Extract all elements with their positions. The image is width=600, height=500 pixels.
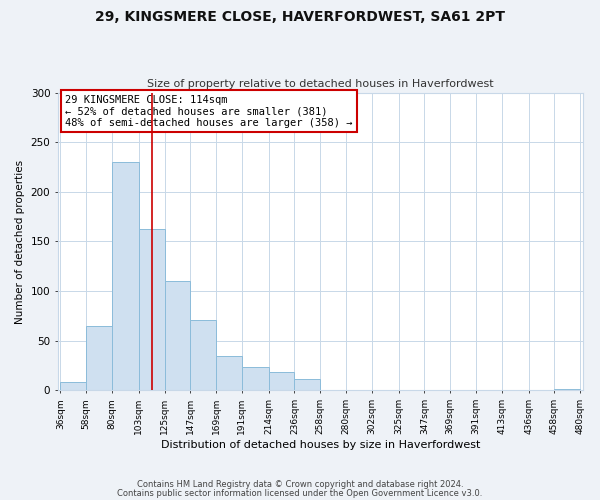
Bar: [164, 281, 190, 390]
Bar: [216, 356, 242, 390]
Bar: [269, 372, 295, 390]
Bar: [60, 382, 86, 390]
Y-axis label: Number of detached properties: Number of detached properties: [15, 160, 25, 324]
Bar: [86, 326, 112, 390]
Text: Contains public sector information licensed under the Open Government Licence v3: Contains public sector information licen…: [118, 489, 482, 498]
Bar: [190, 320, 216, 390]
Bar: [295, 378, 320, 390]
X-axis label: Distribution of detached houses by size in Haverfordwest: Distribution of detached houses by size …: [161, 440, 480, 450]
Text: Contains HM Land Registry data © Crown copyright and database right 2024.: Contains HM Land Registry data © Crown c…: [137, 480, 463, 489]
Bar: [242, 366, 269, 390]
Title: Size of property relative to detached houses in Haverfordwest: Size of property relative to detached ho…: [147, 79, 494, 89]
Text: 29 KINGSMERE CLOSE: 114sqm
← 52% of detached houses are smaller (381)
48% of sem: 29 KINGSMERE CLOSE: 114sqm ← 52% of deta…: [65, 94, 352, 128]
Text: 29, KINGSMERE CLOSE, HAVERFORDWEST, SA61 2PT: 29, KINGSMERE CLOSE, HAVERFORDWEST, SA61…: [95, 10, 505, 24]
Bar: [139, 228, 164, 390]
Bar: [112, 162, 139, 390]
